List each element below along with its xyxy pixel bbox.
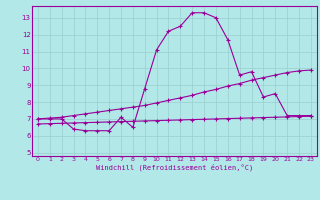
X-axis label: Windchill (Refroidissement éolien,°C): Windchill (Refroidissement éolien,°C) (96, 164, 253, 171)
